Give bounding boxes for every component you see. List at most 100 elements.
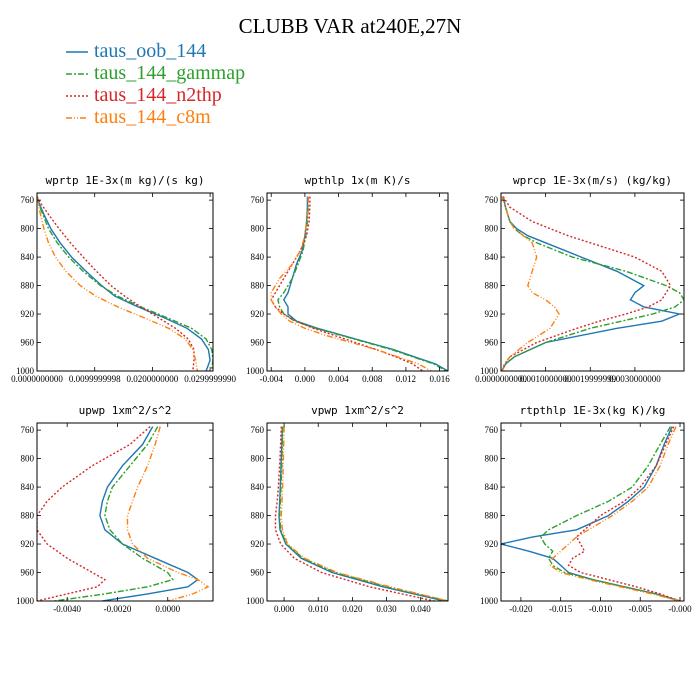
x-tick-label: 0.020 <box>342 604 363 614</box>
x-tick-label: 0.0299999990 <box>184 374 236 384</box>
series-line-taus_144_gammap <box>277 196 447 371</box>
x-tick-label: -0.010 <box>589 604 613 614</box>
y-tick-label: 1000 <box>16 366 35 376</box>
x-tick-label: -0.004 <box>260 374 284 384</box>
series-line-taus_144_n2thp <box>274 426 435 601</box>
y-tick-label: 760 <box>251 425 265 435</box>
figure-title: CLUBB VAR at240E,27N <box>238 14 462 38</box>
series-line-taus_144_gammap <box>54 426 174 601</box>
series-line-taus_144_c8m <box>280 426 448 601</box>
x-tick-label: -0.015 <box>549 604 573 614</box>
y-tick-label: 960 <box>21 338 35 348</box>
legend-label: taus_144_c8m <box>94 106 211 128</box>
x-tick-label: 0.000 <box>295 374 316 384</box>
series-line-taus_144_n2thp <box>567 426 681 601</box>
x-tick-label: 0.0030000000 <box>609 374 661 384</box>
y-tick-label: 760 <box>485 425 499 435</box>
legend-swatch <box>66 62 88 84</box>
y-tick-label: 880 <box>485 281 499 291</box>
y-tick-label: 800 <box>251 224 265 234</box>
series-line-taus_144_gammap <box>501 196 684 371</box>
panel-6: rtpthlp 1E-3x(kg K)/kg 760 800 840 880 920 960… <box>480 404 692 614</box>
legend-item: taus_144_gammap <box>66 62 245 84</box>
plot-frame <box>36 192 214 372</box>
legend-item: taus_144_n2thp <box>66 84 222 106</box>
y-tick-label: 880 <box>21 281 35 291</box>
x-tick-label: -0.005 <box>629 604 653 614</box>
series-line-taus_144_n2thp <box>501 196 672 371</box>
y-tick-label: 800 <box>251 454 265 464</box>
panel-title: wprtp 1E-3x(m kg)/(s kg) <box>46 174 205 187</box>
panel-title: upwp 1xm^2/s^2 <box>79 404 172 417</box>
y-tick-label: 760 <box>251 195 265 205</box>
y-tick-label: 800 <box>21 454 35 464</box>
series-line-taus_144_c8m <box>126 426 210 601</box>
x-tick-label: 0.0010000000 <box>520 374 572 384</box>
y-tick-label: 760 <box>21 195 35 205</box>
legend-label: taus_oob_144 <box>94 40 207 62</box>
legend-swatch <box>66 106 88 128</box>
series-line-taus_144_c8m <box>37 196 199 371</box>
plot-frame <box>266 422 449 602</box>
x-tick-label: 0.0000000000 <box>11 374 63 384</box>
legend-item: taus_oob_144 <box>66 40 206 62</box>
series-line-taus_144_c8m <box>549 426 681 601</box>
y-tick-label: 920 <box>485 309 499 319</box>
series-line-taus_144_gammap <box>539 426 681 601</box>
series-line-taus_oob_144 <box>501 196 682 371</box>
panel-title: wprcp 1E-3x(m/s) (kg/kg) <box>513 174 672 187</box>
x-tick-label: 0.008 <box>362 374 383 384</box>
y-tick-label: 1000 <box>480 596 499 606</box>
x-tick-label: 0.0019999999 <box>564 374 616 384</box>
x-tick-label: 0.010 <box>308 604 329 614</box>
x-tick-label: 0.030 <box>376 604 397 614</box>
y-tick-label: 840 <box>21 252 35 262</box>
y-tick-label: 840 <box>251 482 265 492</box>
panel-1: wprtp 1E-3x(m kg)/(s kg) 760 800 840 880 920 9… <box>11 174 236 384</box>
x-tick-label: 0.000 <box>274 604 295 614</box>
y-tick-label: 920 <box>21 539 35 549</box>
series-line-taus_144_gammap <box>278 426 448 601</box>
x-tick-label: -0.0020 <box>104 604 132 614</box>
series-line-taus_144_gammap <box>37 196 213 371</box>
legend-item: taus_144_c8m <box>66 106 211 128</box>
y-tick-label: 920 <box>251 539 265 549</box>
series-line-taus_144_n2thp <box>37 426 151 601</box>
x-tick-label: 0.012 <box>396 374 416 384</box>
panel-title: wpthlp 1x(m K)/s <box>305 174 411 187</box>
y-tick-label: 880 <box>21 511 35 521</box>
series-line-taus_144_n2thp <box>37 196 195 371</box>
series-line-taus_144_n2thp <box>270 196 424 371</box>
panel-4: upwp 1xm^2/s^2 760 800 840 880 920 960 1000 -0.0… <box>16 404 214 614</box>
x-tick-label: -0.020 <box>509 604 533 614</box>
legend-swatch <box>66 40 88 62</box>
y-tick-label: 800 <box>485 224 499 234</box>
panel-5: vpwp 1xm^2/s^2 760 800 840 880 920 960 1000 0.00… <box>246 404 449 614</box>
x-tick-label: -0.000 <box>668 604 692 614</box>
panel-3: wprcp 1E-3x(m/s) (kg/kg) 760 800 840 880 920 9… <box>475 174 685 384</box>
y-tick-label: 1000 <box>246 596 265 606</box>
panel-title: vpwp 1xm^2/s^2 <box>311 404 404 417</box>
y-tick-label: 840 <box>21 482 35 492</box>
y-tick-label: 920 <box>21 309 35 319</box>
y-tick-label: 960 <box>251 568 265 578</box>
y-tick-label: 960 <box>485 338 499 348</box>
legend-label: taus_144_gammap <box>94 62 246 84</box>
y-tick-label: 840 <box>485 252 499 262</box>
series-line-taus_oob_144 <box>99 426 200 601</box>
y-tick-label: 1000 <box>16 596 35 606</box>
x-tick-label: 0.004 <box>328 374 349 384</box>
x-tick-label: 0.0200000000 <box>127 374 179 384</box>
x-tick-label: 0.0099999998 <box>69 374 121 384</box>
y-tick-label: 920 <box>485 539 499 549</box>
y-tick-label: 880 <box>251 511 265 521</box>
plot-frame <box>266 192 449 372</box>
y-tick-label: 1000 <box>246 366 265 376</box>
x-tick-label: 0.016 <box>429 374 450 384</box>
x-tick-label: 0.0000000000 <box>475 374 527 384</box>
y-tick-label: 760 <box>21 425 35 435</box>
y-tick-label: 960 <box>485 568 499 578</box>
y-tick-label: 960 <box>251 338 265 348</box>
y-tick-label: 800 <box>485 454 499 464</box>
